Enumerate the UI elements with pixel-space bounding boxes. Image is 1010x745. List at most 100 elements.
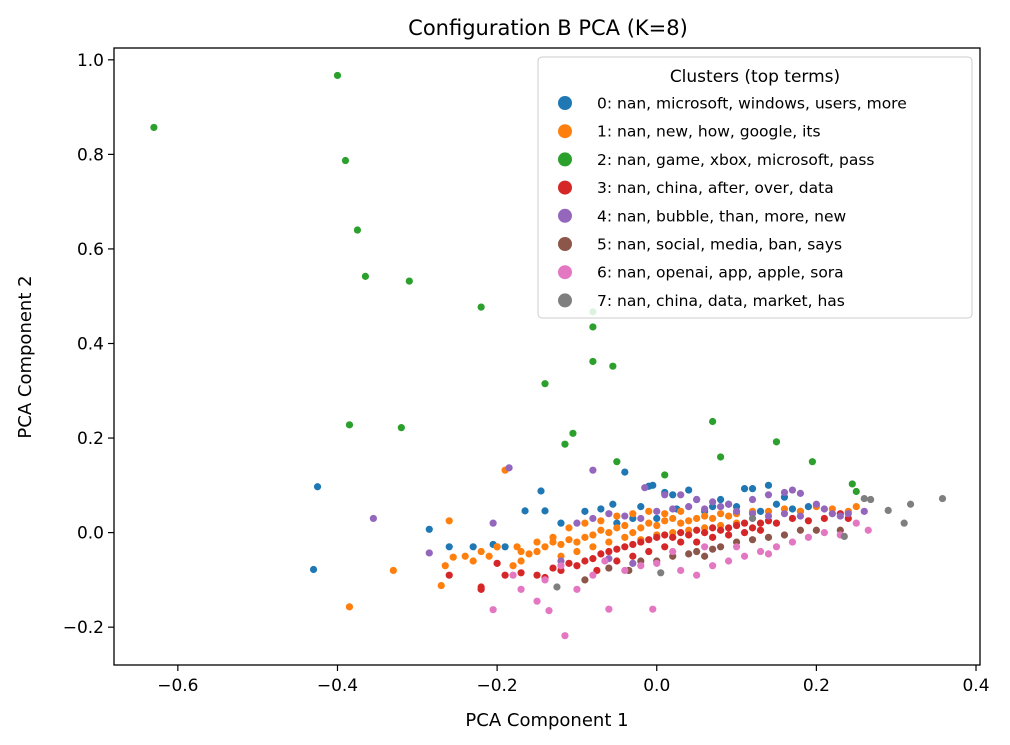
data-point: [605, 605, 613, 613]
data-point: [485, 552, 493, 560]
data-point: [573, 562, 581, 570]
data-point: [621, 533, 629, 541]
data-point: [772, 500, 781, 508]
data-point: [788, 486, 797, 494]
data-point: [693, 538, 701, 546]
data-point: [533, 547, 541, 556]
data-point: [669, 533, 677, 541]
data-point: [537, 487, 545, 495]
data-point: [780, 531, 789, 539]
legend-marker: [558, 180, 572, 195]
data-point: [621, 468, 629, 476]
data-point: [820, 529, 828, 537]
data-point: [565, 536, 573, 544]
data-point: [709, 562, 717, 570]
data-point: [629, 552, 637, 560]
data-point: [517, 547, 525, 556]
data-point: [545, 607, 553, 615]
data-point: [493, 543, 501, 551]
data-point: [661, 471, 669, 479]
legend-item: 0: nan, microsoft, windows, users, more: [558, 95, 907, 113]
data-point: [605, 529, 613, 537]
data-point: [557, 519, 565, 527]
data-point: [461, 552, 469, 560]
legend-item: 3: nan, china, after, over, data: [558, 179, 834, 197]
y-tick-label: 0.6: [77, 240, 104, 260]
data-point: [796, 512, 805, 520]
legend-marker: [558, 237, 572, 251]
data-point: [938, 494, 947, 503]
data-point: [772, 438, 781, 446]
legend-label: 0: nan, microsoft, windows, users, more: [597, 95, 907, 113]
data-point: [581, 519, 589, 527]
data-point: [677, 491, 685, 499]
data-point: [804, 517, 812, 525]
data-point: [852, 519, 860, 527]
legend-item: 1: nan, new, how, google, its: [558, 123, 821, 141]
data-point: [693, 526, 701, 534]
y-tick-label: 0.8: [77, 145, 104, 165]
data-point: [505, 464, 513, 472]
data-point: [788, 505, 797, 513]
data-point: [709, 545, 717, 553]
data-point: [740, 485, 749, 493]
y-tick-label: −0.2: [63, 618, 104, 638]
data-point: [828, 510, 836, 518]
data-point: [772, 519, 781, 527]
data-point: [677, 519, 685, 527]
data-point: [581, 576, 589, 584]
data-point: [605, 547, 613, 556]
legend-marker: [558, 208, 572, 223]
series-6-points: [489, 519, 872, 640]
data-point: [150, 123, 158, 132]
data-point: [581, 507, 589, 515]
data-point: [517, 585, 525, 593]
data-point: [820, 505, 828, 513]
legend-item: 7: nan, china, data, market, has: [558, 292, 845, 310]
legend-marker: [558, 152, 572, 167]
data-point: [788, 538, 797, 546]
legend-marker: [558, 293, 572, 308]
y-tick-label: 0.4: [77, 334, 104, 354]
data-point: [693, 514, 701, 523]
data-point: [756, 526, 765, 534]
data-point: [589, 531, 597, 539]
data-point: [629, 510, 637, 518]
data-point: [521, 507, 529, 515]
data-point: [669, 547, 677, 556]
legend-marker: [558, 124, 572, 139]
data-point: [621, 543, 629, 551]
data-point: [477, 585, 485, 593]
legend-item: 2: nan, game, xbox, microsoft, pass: [558, 151, 875, 169]
data-point: [748, 495, 757, 504]
data-point: [589, 514, 597, 523]
data-point: [661, 517, 669, 525]
x-tick-label: 0.4: [962, 676, 989, 696]
data-point: [345, 603, 354, 611]
legend-title: Clusters (top terms): [670, 67, 840, 87]
data-point: [748, 514, 757, 523]
data-point: [369, 514, 378, 523]
data-point: [621, 521, 629, 530]
data-point: [748, 536, 757, 544]
data-point: [677, 529, 685, 537]
data-point: [573, 519, 581, 527]
data-point: [597, 505, 605, 513]
legend-label: 2: nan, game, xbox, microsoft, pass: [597, 151, 875, 169]
data-point: [501, 571, 509, 579]
data-point: [685, 550, 693, 558]
data-point: [445, 571, 453, 579]
chart-title: Configuration B PCA (K=8): [408, 16, 688, 40]
data-point: [780, 510, 789, 518]
data-point: [860, 507, 868, 515]
data-point: [581, 533, 589, 541]
data-point: [557, 562, 565, 570]
legend-label: 7: nan, china, data, market, has: [597, 292, 845, 310]
data-point: [441, 562, 449, 570]
legend-marker: [558, 265, 572, 280]
data-point: [609, 362, 617, 370]
data-point: [661, 491, 669, 499]
data-point: [852, 503, 860, 511]
data-point: [621, 566, 629, 575]
